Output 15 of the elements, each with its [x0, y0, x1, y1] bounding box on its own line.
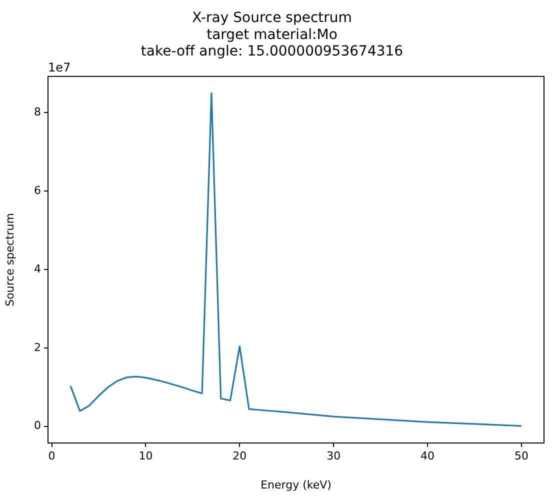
- x-tick-label: 30: [326, 449, 341, 462]
- text: 1e7: [48, 60, 71, 75]
- y-tick-label: 8: [34, 106, 41, 119]
- y-tick-label: 4: [34, 262, 41, 276]
- x-tick-label: 0: [48, 449, 56, 462]
- x-tick-label: 40: [420, 449, 435, 462]
- y-tick-label: 2: [34, 340, 41, 354]
- x-axis-title: Energy (keV): [260, 478, 332, 492]
- x-tick-label: 20: [232, 449, 247, 462]
- x-tick-label: 10: [138, 449, 153, 462]
- y-axis-title: Source spectrum: [3, 213, 16, 306]
- chart-title: X-ray Source spectrum target material:Mo take-off angle: 15.000000953674316: [140, 10, 404, 60]
- x-tick-label: 50: [514, 449, 528, 462]
- y-tick-label: 6: [34, 184, 41, 197]
- y-tick-label: 0: [34, 419, 41, 432]
